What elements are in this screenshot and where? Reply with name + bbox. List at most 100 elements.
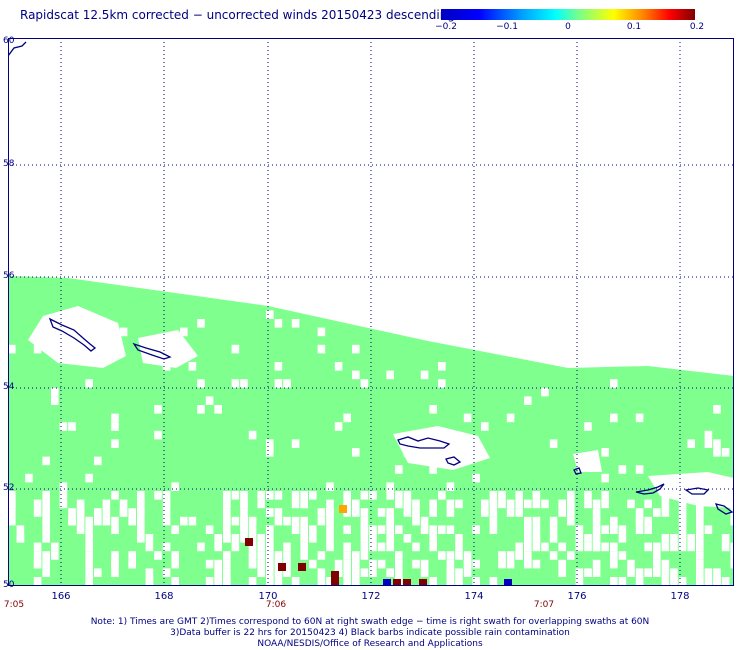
missing-cell (498, 491, 506, 509)
missing-cell (438, 379, 446, 388)
missing-cell (266, 525, 274, 534)
highlighted-cell (383, 579, 391, 587)
missing-cell (214, 577, 222, 586)
missing-cell (111, 516, 119, 534)
missing-cell (145, 534, 154, 552)
missing-cell (481, 499, 489, 517)
missing-cell (610, 542, 618, 552)
time-label: 7:05 (3, 600, 25, 610)
missing-cell (696, 559, 704, 569)
coastlines (7, 41, 734, 515)
missing-cell (610, 525, 618, 534)
missing-cell (515, 491, 523, 509)
missing-cell (309, 534, 317, 543)
missing-cell (524, 551, 532, 569)
missing-cell (532, 516, 541, 526)
missing-cell (223, 534, 231, 543)
missing-cell (51, 551, 59, 560)
missing-cell (197, 319, 205, 328)
missing-cell (137, 534, 145, 543)
lat-label: 52 (3, 483, 15, 493)
missing-cell (644, 568, 652, 577)
missing-cell (429, 499, 437, 517)
missing-cell (446, 482, 455, 491)
missing-cell (59, 499, 68, 509)
missing-cell (506, 499, 515, 517)
missing-cell (721, 448, 730, 457)
missing-cell (197, 542, 205, 552)
missing-cell (386, 491, 394, 500)
lat-label: 60 (3, 36, 15, 46)
missing-cell (274, 491, 283, 500)
missing-cell (661, 499, 670, 517)
missing-cell (197, 405, 205, 414)
missing-cell (429, 465, 437, 474)
missing-cell (429, 577, 437, 595)
missing-cell (85, 379, 93, 388)
lon-label: 176 (567, 591, 587, 602)
missing-cell (532, 534, 541, 543)
missing-cell (386, 516, 394, 534)
missing-cell (575, 525, 584, 543)
missing-cell (610, 577, 618, 595)
missing-cell (429, 542, 437, 552)
missing-cell (352, 370, 360, 380)
missing-cell (119, 327, 128, 337)
missing-cell (291, 319, 300, 328)
map-frame (8, 38, 734, 586)
missing-cell (317, 327, 326, 337)
missing-cell (618, 465, 627, 474)
missing-cell (721, 577, 730, 586)
gap-area (138, 330, 198, 368)
missing-cell (162, 491, 171, 500)
missing-cell (601, 473, 609, 483)
missing-cell (343, 559, 351, 577)
missing-cell (403, 534, 412, 543)
missing-cell (592, 559, 601, 569)
missing-cell (231, 491, 240, 500)
map-panel[interactable] (7, 38, 738, 603)
missing-cell (352, 568, 360, 577)
missing-cell (326, 534, 334, 552)
missing-cell (661, 534, 670, 543)
missing-cell (343, 508, 351, 517)
missing-cell (696, 508, 704, 517)
missing-cell (102, 499, 111, 517)
missing-cell (412, 542, 420, 552)
missing-cell (369, 559, 377, 577)
missing-cell (223, 551, 231, 560)
missing-cell (635, 516, 644, 534)
missing-cell (549, 551, 558, 560)
missing-cell (94, 508, 102, 526)
lat-lon-grid (8, 38, 734, 586)
missing-cell (455, 551, 463, 560)
missing-cell (180, 516, 188, 526)
missing-cell (300, 499, 308, 509)
missing-cell (257, 534, 265, 552)
missing-cell (343, 413, 351, 423)
missing-cell (283, 551, 291, 569)
missing-cell (257, 559, 265, 577)
missing-cell (369, 491, 377, 500)
missing-cell (438, 362, 446, 371)
missing-cell (618, 551, 627, 560)
missing-cell (154, 405, 162, 414)
missing-cell (704, 568, 713, 577)
missing-cell (94, 456, 102, 466)
colorbar-tick: 0 (565, 22, 571, 32)
missing-cell (584, 542, 592, 552)
missing-cell (696, 551, 704, 560)
missing-cell (506, 413, 515, 423)
missing-cell (472, 577, 480, 586)
missing-cell (592, 568, 601, 577)
missing-cell (137, 508, 145, 517)
missing-cell (455, 568, 463, 577)
missing-cell (283, 542, 291, 552)
missing-cell (567, 516, 575, 526)
missing-cell (601, 499, 609, 509)
missing-cell (584, 534, 592, 543)
missing-cell (678, 499, 687, 509)
lon-label: 172 (361, 591, 381, 602)
missing-cell (463, 559, 472, 577)
missing-cell (644, 516, 652, 534)
